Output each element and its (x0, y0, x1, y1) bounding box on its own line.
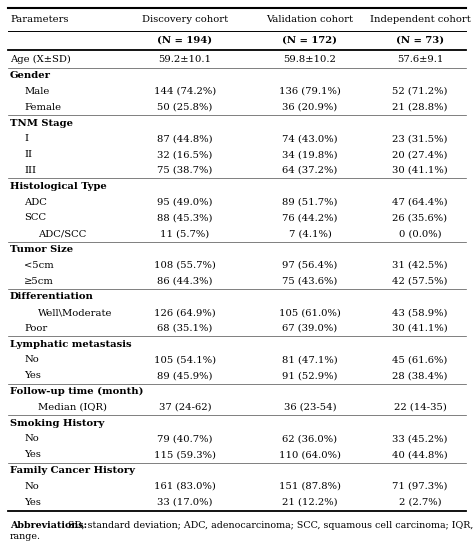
Text: SD, standard deviation; ADC, adenocarcinoma; SCC, squamous cell carcinoma; IQR, : SD, standard deviation; ADC, adenocarcin… (65, 521, 474, 530)
Text: 91 (52.9%): 91 (52.9%) (282, 371, 338, 380)
Text: No: No (24, 482, 39, 491)
Text: 30 (41.1%): 30 (41.1%) (392, 324, 448, 333)
Text: 105 (61.0%): 105 (61.0%) (279, 308, 341, 317)
Text: 34 (19.8%): 34 (19.8%) (282, 150, 338, 159)
Text: 31 (42.5%): 31 (42.5%) (392, 261, 448, 270)
Text: range.: range. (10, 532, 41, 541)
Text: 22 (14-35): 22 (14-35) (393, 403, 447, 412)
Text: SCC: SCC (24, 213, 46, 223)
Text: 21 (12.2%): 21 (12.2%) (282, 498, 338, 507)
Text: 87 (44.8%): 87 (44.8%) (157, 134, 213, 143)
Text: Age (X±SD): Age (X±SD) (10, 56, 71, 64)
Text: 33 (45.2%): 33 (45.2%) (392, 435, 448, 443)
Text: Histological Type: Histological Type (10, 181, 107, 191)
Text: Yes: Yes (24, 371, 41, 380)
Text: 88 (45.3%): 88 (45.3%) (157, 213, 213, 223)
Text: 68 (35.1%): 68 (35.1%) (157, 324, 213, 333)
Text: 59.2±10.1: 59.2±10.1 (158, 56, 211, 64)
Text: 45 (61.6%): 45 (61.6%) (392, 355, 447, 365)
Text: 50 (25.8%): 50 (25.8%) (157, 103, 213, 112)
Text: 36 (20.9%): 36 (20.9%) (283, 103, 337, 112)
Text: 108 (55.7%): 108 (55.7%) (154, 261, 216, 270)
Text: 105 (54.1%): 105 (54.1%) (154, 355, 216, 365)
Text: 0 (0.0%): 0 (0.0%) (399, 229, 441, 238)
Text: (N = 172): (N = 172) (283, 36, 337, 44)
Text: Differentiation: Differentiation (10, 292, 94, 301)
Text: Abbreviations:: Abbreviations: (10, 521, 87, 530)
Text: Well\Moderate: Well\Moderate (38, 308, 112, 317)
Text: ADC: ADC (24, 198, 47, 206)
Text: 75 (38.7%): 75 (38.7%) (157, 166, 213, 175)
Text: 59.8±10.2: 59.8±10.2 (283, 56, 337, 64)
Text: 57.6±9.1: 57.6±9.1 (397, 56, 443, 64)
Text: Independent cohort: Independent cohort (370, 16, 470, 24)
Text: 52 (71.2%): 52 (71.2%) (392, 87, 448, 96)
Text: 161 (83.0%): 161 (83.0%) (154, 482, 216, 491)
Text: (N = 194): (N = 194) (157, 36, 212, 44)
Text: 11 (5.7%): 11 (5.7%) (160, 229, 210, 238)
Text: 151 (87.8%): 151 (87.8%) (279, 482, 341, 491)
Text: TNM Stage: TNM Stage (10, 119, 73, 128)
Text: 67 (39.0%): 67 (39.0%) (283, 324, 337, 333)
Text: ADC/SCC: ADC/SCC (38, 229, 86, 238)
Text: 95 (49.0%): 95 (49.0%) (157, 198, 213, 206)
Text: Smoking History: Smoking History (10, 418, 104, 428)
Text: 26 (35.6%): 26 (35.6%) (392, 213, 447, 223)
Text: Discovery cohort: Discovery cohort (142, 16, 228, 24)
Text: 32 (16.5%): 32 (16.5%) (157, 150, 213, 159)
Text: 33 (17.0%): 33 (17.0%) (157, 498, 213, 507)
Text: II: II (24, 150, 32, 159)
Text: 76 (44.2%): 76 (44.2%) (282, 213, 338, 223)
Text: 74 (43.0%): 74 (43.0%) (282, 134, 338, 143)
Text: ≥5cm: ≥5cm (24, 276, 54, 285)
Text: 42 (57.5%): 42 (57.5%) (392, 276, 448, 285)
Text: I: I (24, 134, 28, 143)
Text: Family Cancer History: Family Cancer History (10, 466, 135, 475)
Text: Poor: Poor (24, 324, 47, 333)
Text: Gender: Gender (10, 71, 51, 80)
Text: 71 (97.3%): 71 (97.3%) (392, 482, 448, 491)
Text: 86 (44.3%): 86 (44.3%) (157, 276, 213, 285)
Text: 75 (43.6%): 75 (43.6%) (283, 276, 337, 285)
Text: 2 (2.7%): 2 (2.7%) (399, 498, 441, 507)
Text: 110 (64.0%): 110 (64.0%) (279, 450, 341, 459)
Text: Median (IQR): Median (IQR) (38, 403, 107, 412)
Text: 144 (74.2%): 144 (74.2%) (154, 87, 216, 96)
Text: No: No (24, 355, 39, 365)
Text: III: III (24, 166, 36, 175)
Text: 81 (47.1%): 81 (47.1%) (282, 355, 338, 365)
Text: Male: Male (24, 87, 49, 96)
Text: 28 (38.4%): 28 (38.4%) (392, 371, 448, 380)
Text: 36 (23-54): 36 (23-54) (283, 403, 337, 412)
Text: 20 (27.4%): 20 (27.4%) (392, 150, 448, 159)
Text: Validation cohort: Validation cohort (266, 16, 354, 24)
Text: 7 (4.1%): 7 (4.1%) (289, 229, 331, 238)
Text: Female: Female (24, 103, 61, 112)
Text: 136 (79.1%): 136 (79.1%) (279, 87, 341, 96)
Text: (N = 73): (N = 73) (396, 36, 444, 44)
Text: Follow-up time (month): Follow-up time (month) (10, 387, 144, 396)
Text: Lymphatic metastasis: Lymphatic metastasis (10, 340, 132, 349)
Text: 23 (31.5%): 23 (31.5%) (392, 134, 448, 143)
Text: 62 (36.0%): 62 (36.0%) (283, 435, 337, 443)
Text: 89 (51.7%): 89 (51.7%) (282, 198, 338, 206)
Text: 43 (58.9%): 43 (58.9%) (392, 308, 448, 317)
Text: 115 (59.3%): 115 (59.3%) (154, 450, 216, 459)
Text: 40 (44.8%): 40 (44.8%) (392, 450, 448, 459)
Text: Yes: Yes (24, 450, 41, 459)
Text: Yes: Yes (24, 498, 41, 507)
Text: No: No (24, 435, 39, 443)
Text: 126 (64.9%): 126 (64.9%) (154, 308, 216, 317)
Text: 37 (24-62): 37 (24-62) (159, 403, 211, 412)
Text: 30 (41.1%): 30 (41.1%) (392, 166, 448, 175)
Text: 21 (28.8%): 21 (28.8%) (392, 103, 448, 112)
Text: 64 (37.2%): 64 (37.2%) (283, 166, 337, 175)
Text: <5cm: <5cm (24, 261, 54, 270)
Text: 47 (64.4%): 47 (64.4%) (392, 198, 448, 206)
Text: 97 (56.4%): 97 (56.4%) (283, 261, 337, 270)
Text: 79 (40.7%): 79 (40.7%) (157, 435, 213, 443)
Text: Parameters: Parameters (10, 16, 69, 24)
Text: 89 (45.9%): 89 (45.9%) (157, 371, 213, 380)
Text: Tumor Size: Tumor Size (10, 245, 73, 254)
